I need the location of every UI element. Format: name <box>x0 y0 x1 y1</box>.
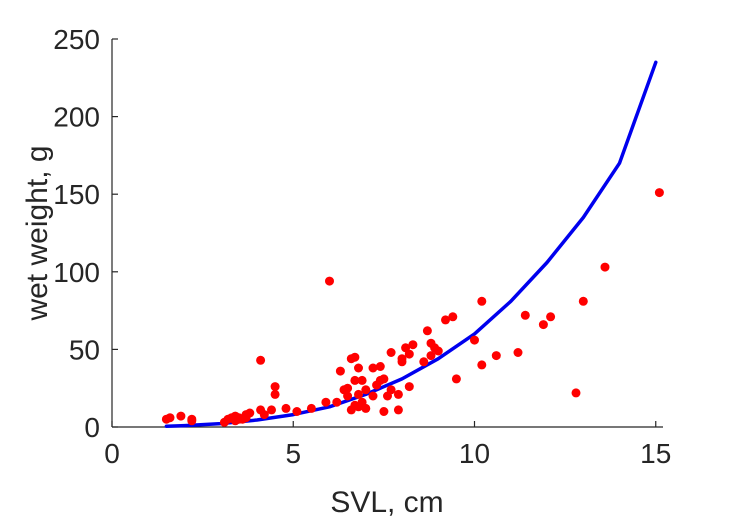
data-point <box>451 374 461 384</box>
data-point <box>187 416 197 426</box>
data-point <box>245 408 255 418</box>
data-point <box>491 351 501 361</box>
data-point <box>321 397 331 407</box>
data-point <box>176 411 186 421</box>
data-point <box>379 374 389 384</box>
y-axis-label: wet weight, g <box>21 145 54 321</box>
data-point <box>343 391 353 401</box>
data-point <box>350 352 360 362</box>
x-axis-label: SVL, cm <box>330 486 443 519</box>
data-point <box>477 296 487 306</box>
data-point <box>270 389 280 399</box>
x-tick-label: 0 <box>104 438 120 469</box>
y-tick-label: 100 <box>53 257 100 288</box>
data-point <box>571 388 581 398</box>
data-point <box>477 360 487 370</box>
data-point <box>448 312 458 322</box>
data-points-layer <box>161 188 664 427</box>
data-point <box>354 363 363 373</box>
data-point <box>332 397 342 407</box>
y-tick-label: 200 <box>53 102 100 133</box>
data-point <box>292 407 302 416</box>
y-tick-label: 0 <box>84 412 100 443</box>
data-point <box>350 375 360 385</box>
data-point <box>375 362 385 371</box>
y-tick-label: 50 <box>69 334 100 365</box>
data-point <box>441 315 450 325</box>
data-point <box>379 407 389 416</box>
data-point <box>408 340 418 350</box>
data-point <box>306 403 316 413</box>
data-point <box>393 405 403 415</box>
data-point <box>267 405 276 415</box>
data-point <box>513 348 523 357</box>
data-point <box>546 312 556 322</box>
data-point <box>368 391 378 401</box>
data-point <box>393 389 403 399</box>
data-point <box>335 366 345 376</box>
data-point <box>361 385 371 395</box>
data-point <box>538 320 548 330</box>
data-point <box>600 262 610 272</box>
data-point <box>404 349 414 359</box>
data-point <box>281 403 291 413</box>
data-point <box>357 375 367 385</box>
data-point <box>520 310 530 320</box>
data-point <box>419 357 429 367</box>
data-point <box>368 363 378 373</box>
data-point <box>259 410 269 420</box>
data-point <box>325 276 334 286</box>
data-point <box>361 403 371 413</box>
data-point <box>354 389 363 399</box>
data-point <box>386 348 396 357</box>
data-point <box>422 326 432 336</box>
data-point <box>470 335 479 345</box>
x-tick-label: 10 <box>459 438 490 469</box>
x-tick-label: 15 <box>640 438 671 469</box>
x-tick-label: 5 <box>285 438 301 469</box>
data-point <box>404 382 414 392</box>
data-point <box>654 188 664 198</box>
data-point <box>386 385 396 395</box>
y-tick-label: 150 <box>53 179 100 210</box>
data-point <box>270 382 280 392</box>
data-point <box>433 346 443 356</box>
fit-curve-layer <box>164 60 658 428</box>
data-point <box>397 354 407 364</box>
data-point <box>578 296 588 306</box>
data-point <box>256 355 266 365</box>
data-point <box>426 351 436 361</box>
fit-curve <box>164 60 658 428</box>
data-point <box>343 383 353 393</box>
data-point <box>165 413 175 423</box>
y-tick-label: 250 <box>53 24 100 55</box>
